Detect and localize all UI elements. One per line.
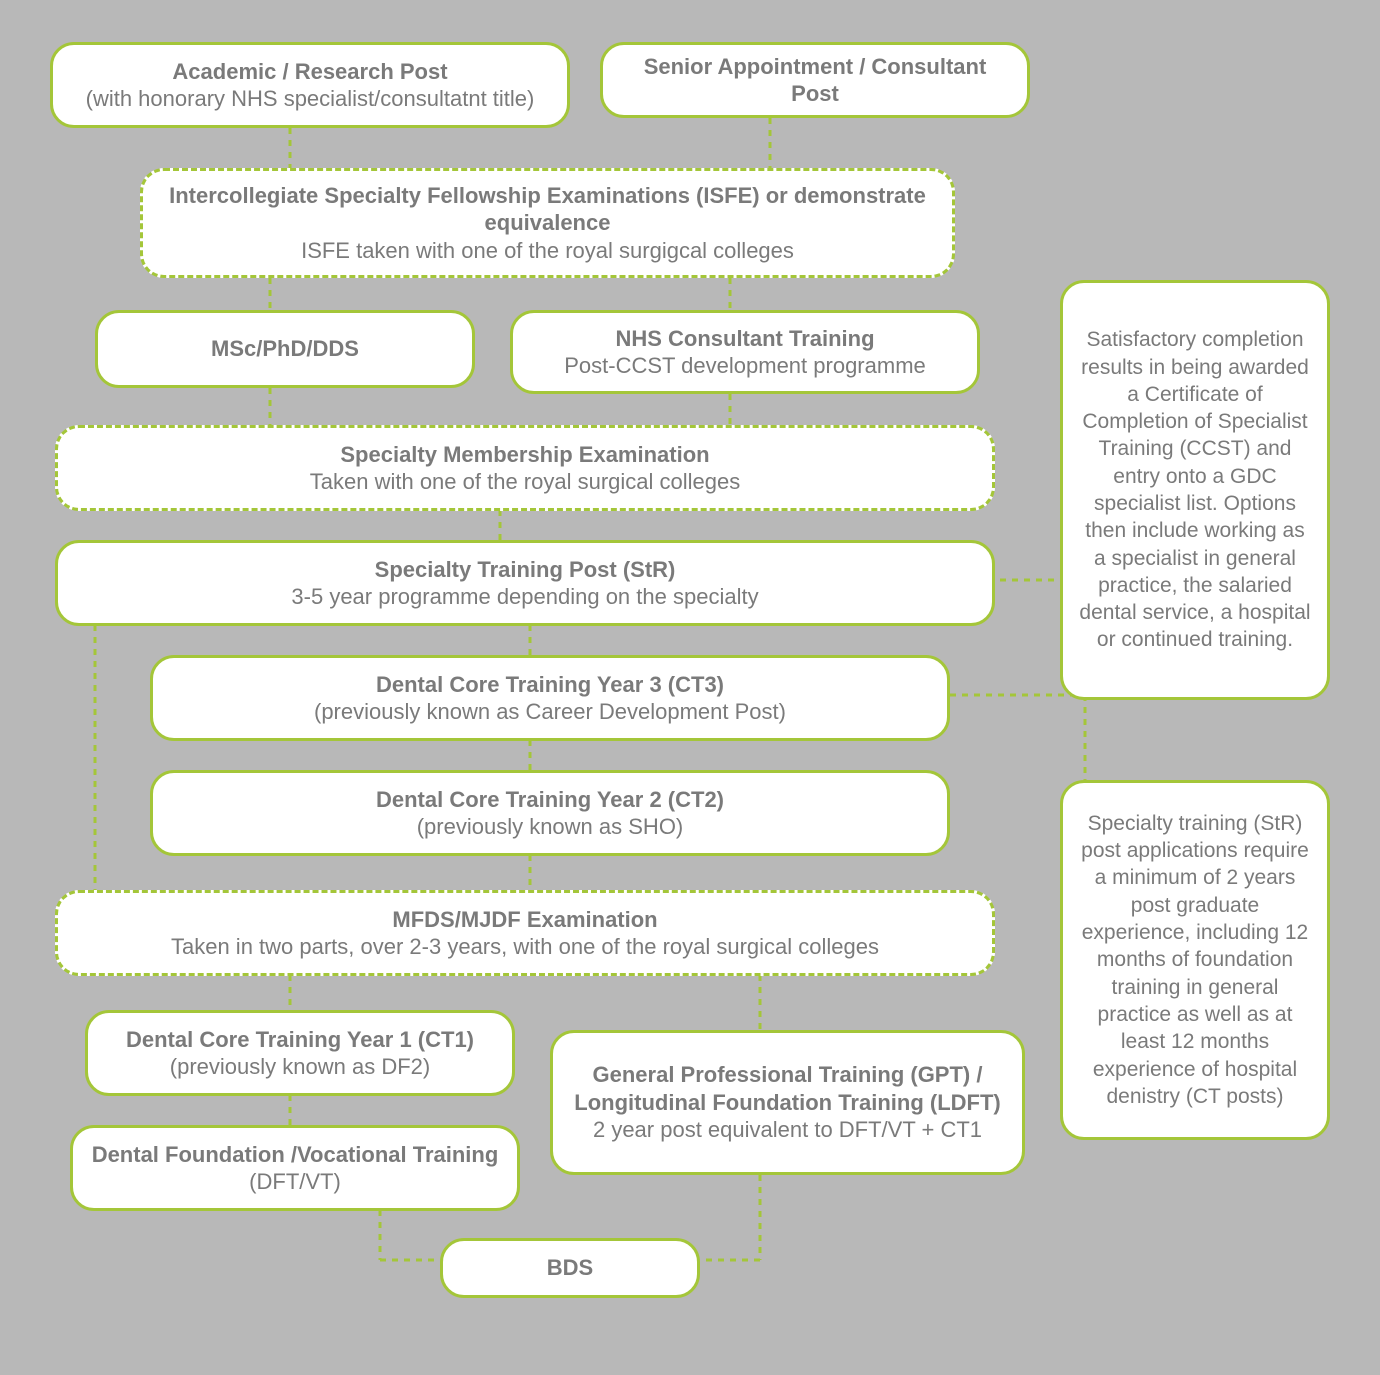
title: Senior Appointment / Consultant Post [621, 53, 1009, 108]
title: Intercollegiate Specialty Fellowship Exa… [161, 182, 934, 237]
title: MSc/PhD/DDS [211, 335, 359, 363]
title: MFDS/MJDF Examination [392, 906, 657, 934]
node-ct1: Dental Core Training Year 1 (CT1) (previ… [85, 1010, 515, 1096]
subtitle: (previously known as Career Development … [314, 698, 786, 726]
node-senior-appointment: Senior Appointment / Consultant Post [600, 42, 1030, 118]
info-text: Satisfactory completion results in being… [1077, 326, 1313, 654]
subtitle: Taken with one of the royal surgical col… [310, 468, 740, 496]
title: BDS [547, 1254, 593, 1282]
info-box-ccst: Satisfactory completion results in being… [1060, 280, 1330, 700]
title: Academic / Research Post [172, 58, 447, 86]
subtitle: Taken in two parts, over 2-3 years, with… [171, 933, 879, 961]
title: Dental Core Training Year 2 (CT2) [376, 786, 724, 814]
info-text: Specialty training (StR) post applicatio… [1077, 810, 1313, 1110]
title: General Professional Training (GPT) / Lo… [571, 1061, 1004, 1116]
node-specialty-exam: Specialty Membership Examination Taken w… [55, 425, 995, 511]
node-str: Specialty Training Post (StR) 3-5 year p… [55, 540, 995, 626]
subtitle: (with honorary NHS specialist/consultatn… [86, 85, 535, 113]
title: Dental Core Training Year 3 (CT3) [376, 671, 724, 699]
node-academic-research: Academic / Research Post (with honorary … [50, 42, 570, 128]
subtitle: (previously known as SHO) [417, 813, 684, 841]
node-ct2: Dental Core Training Year 2 (CT2) (previ… [150, 770, 950, 856]
node-isfe: Intercollegiate Specialty Fellowship Exa… [140, 168, 955, 278]
node-mfds: MFDS/MJDF Examination Taken in two parts… [55, 890, 995, 976]
title: Dental Foundation /Vocational Training [92, 1141, 499, 1169]
diagram-canvas: Academic / Research Post (with honorary … [0, 0, 1380, 1375]
subtitle: 2 year post equivalent to DFT/VT + CT1 [593, 1116, 982, 1144]
title: Specialty Training Post (StR) [375, 556, 676, 584]
node-gpt: General Professional Training (GPT) / Lo… [550, 1030, 1025, 1175]
subtitle: Post-CCST development programme [564, 352, 926, 380]
subtitle: ISFE taken with one of the royal surgigc… [301, 237, 794, 265]
subtitle: (previously known as DF2) [170, 1053, 430, 1081]
node-ct3: Dental Core Training Year 3 (CT3) (previ… [150, 655, 950, 741]
title: NHS Consultant Training [615, 325, 874, 353]
node-msc-phd-dds: MSc/PhD/DDS [95, 310, 475, 388]
node-nhs-consultant: NHS Consultant Training Post-CCST develo… [510, 310, 980, 394]
title: Dental Core Training Year 1 (CT1) [126, 1026, 474, 1054]
title: Specialty Membership Examination [340, 441, 709, 469]
node-bds: BDS [440, 1238, 700, 1298]
info-box-str: Specialty training (StR) post applicatio… [1060, 780, 1330, 1140]
subtitle: (DFT/VT) [249, 1168, 341, 1196]
subtitle: 3-5 year programme depending on the spec… [291, 583, 758, 611]
node-dft: Dental Foundation /Vocational Training (… [70, 1125, 520, 1211]
